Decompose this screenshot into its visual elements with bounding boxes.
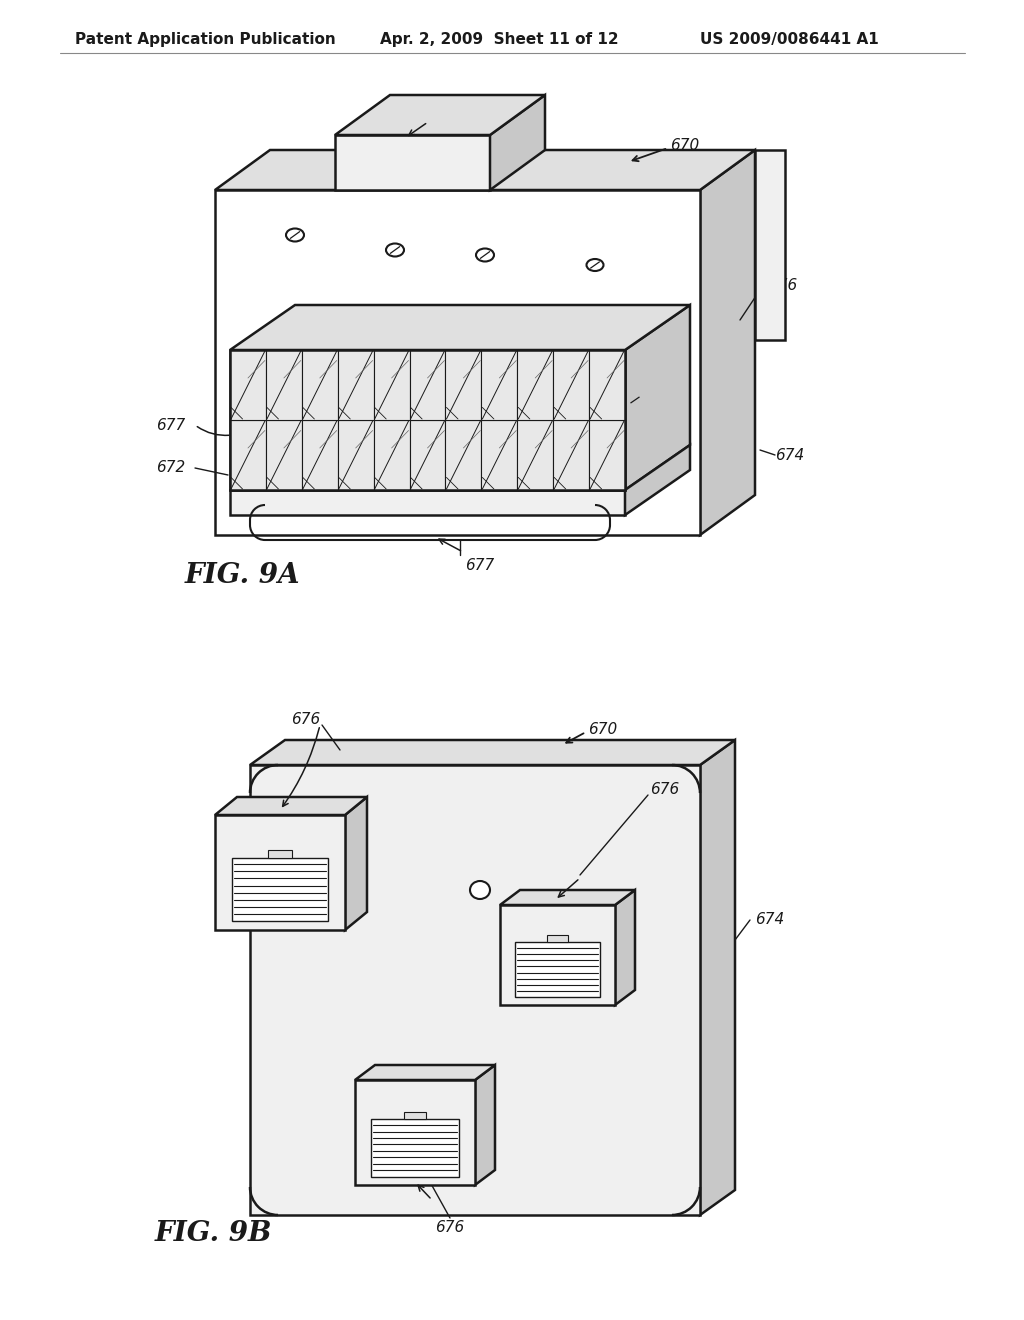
- Polygon shape: [625, 445, 690, 515]
- Polygon shape: [250, 741, 735, 766]
- Polygon shape: [517, 420, 553, 490]
- Polygon shape: [700, 741, 735, 1214]
- Text: FIG. 9A: FIG. 9A: [185, 562, 300, 589]
- Polygon shape: [445, 350, 481, 420]
- Polygon shape: [302, 420, 338, 490]
- Text: FIG. 9B: FIG. 9B: [155, 1220, 272, 1247]
- Polygon shape: [410, 350, 445, 420]
- Text: US 2009/0086441 A1: US 2009/0086441 A1: [700, 32, 879, 48]
- Polygon shape: [215, 814, 345, 931]
- Polygon shape: [268, 850, 292, 858]
- Polygon shape: [231, 858, 328, 921]
- Polygon shape: [755, 150, 785, 339]
- Polygon shape: [553, 350, 589, 420]
- Polygon shape: [302, 350, 338, 420]
- Text: 676: 676: [445, 107, 474, 123]
- Polygon shape: [475, 1065, 495, 1185]
- Polygon shape: [500, 906, 615, 1005]
- Ellipse shape: [470, 880, 490, 899]
- Text: 670: 670: [588, 722, 617, 738]
- Text: 677: 677: [465, 558, 495, 573]
- Polygon shape: [625, 305, 690, 490]
- Polygon shape: [215, 150, 755, 190]
- Polygon shape: [335, 135, 490, 190]
- Polygon shape: [547, 935, 568, 942]
- Polygon shape: [374, 420, 410, 490]
- Text: 674: 674: [775, 447, 804, 462]
- Polygon shape: [589, 350, 625, 420]
- Polygon shape: [700, 150, 755, 535]
- Ellipse shape: [476, 248, 494, 261]
- Text: 677: 677: [156, 417, 185, 433]
- Text: Patent Application Publication: Patent Application Publication: [75, 32, 336, 48]
- Polygon shape: [230, 350, 266, 420]
- Polygon shape: [215, 797, 367, 814]
- Polygon shape: [517, 350, 553, 420]
- Polygon shape: [250, 766, 700, 1214]
- Text: 672: 672: [156, 461, 185, 475]
- Polygon shape: [230, 490, 625, 515]
- Polygon shape: [355, 1065, 495, 1080]
- Text: 676: 676: [768, 277, 798, 293]
- Polygon shape: [230, 420, 266, 490]
- Polygon shape: [404, 1111, 426, 1119]
- Text: 676: 676: [291, 713, 319, 727]
- Polygon shape: [230, 350, 625, 490]
- Polygon shape: [589, 420, 625, 490]
- Polygon shape: [500, 890, 635, 906]
- Polygon shape: [230, 305, 690, 350]
- Ellipse shape: [627, 395, 643, 405]
- Polygon shape: [410, 420, 445, 490]
- Text: 676: 676: [650, 783, 679, 797]
- Polygon shape: [615, 890, 635, 1005]
- Polygon shape: [338, 420, 374, 490]
- Polygon shape: [355, 1080, 475, 1185]
- Polygon shape: [266, 420, 302, 490]
- Ellipse shape: [286, 228, 304, 242]
- Polygon shape: [266, 350, 302, 420]
- Polygon shape: [374, 350, 410, 420]
- Text: 674: 674: [755, 912, 784, 928]
- Polygon shape: [481, 350, 517, 420]
- Polygon shape: [445, 420, 481, 490]
- Ellipse shape: [386, 243, 404, 256]
- Polygon shape: [345, 797, 367, 931]
- Text: 676: 676: [435, 1220, 465, 1236]
- Polygon shape: [215, 190, 700, 535]
- Polygon shape: [515, 942, 600, 997]
- Text: Apr. 2, 2009  Sheet 11 of 12: Apr. 2, 2009 Sheet 11 of 12: [380, 32, 618, 48]
- Polygon shape: [490, 95, 545, 190]
- Text: 670: 670: [670, 137, 699, 153]
- Polygon shape: [335, 95, 545, 135]
- Polygon shape: [338, 350, 374, 420]
- Polygon shape: [481, 420, 517, 490]
- Polygon shape: [553, 420, 589, 490]
- Polygon shape: [371, 1119, 460, 1176]
- Ellipse shape: [587, 259, 603, 271]
